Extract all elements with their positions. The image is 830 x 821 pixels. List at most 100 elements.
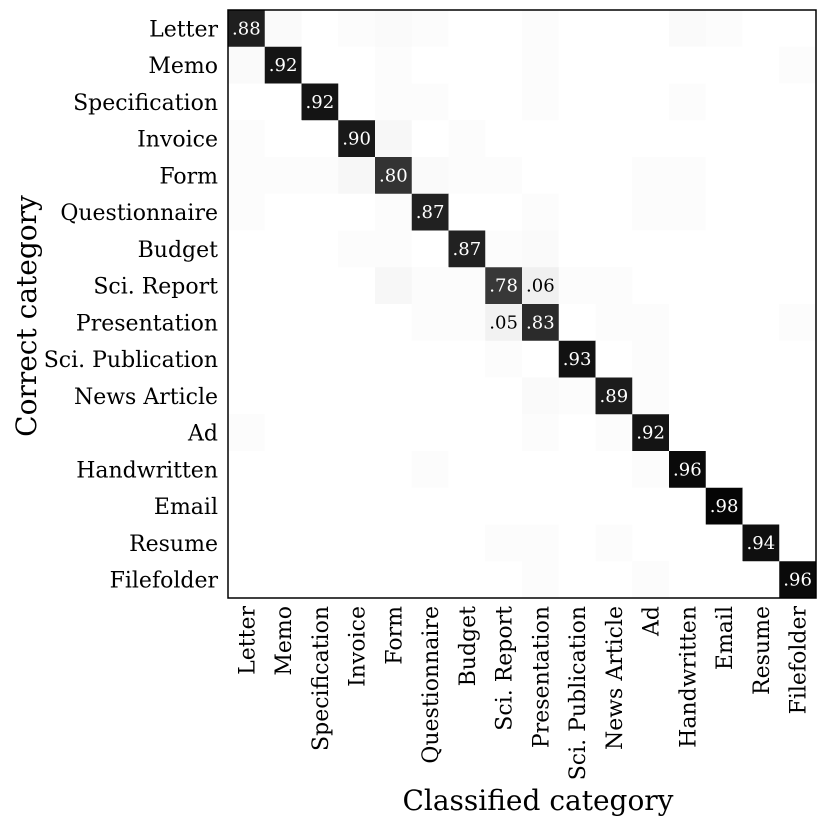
y-tick-label: Sci. Publication <box>44 348 218 373</box>
heatmap-cell <box>632 304 670 342</box>
heatmap-cell <box>448 267 486 305</box>
heatmap-cell <box>595 524 633 562</box>
heatmap-cell <box>705 487 743 525</box>
heatmap-cell <box>228 561 266 599</box>
cell-value-label: .88 <box>232 18 261 39</box>
y-tick-label: Filefolder <box>110 569 219 594</box>
heatmap-cell <box>228 340 266 378</box>
heatmap-cell <box>448 414 486 452</box>
heatmap-cell <box>558 451 596 489</box>
heatmap-cell <box>448 451 486 489</box>
heatmap-cell <box>742 157 780 195</box>
heatmap-cell <box>375 561 413 599</box>
y-tick-label: Sci. Report <box>93 275 218 300</box>
heatmap-cell <box>595 46 633 84</box>
heatmap-cell <box>558 120 596 158</box>
heatmap-cell <box>375 10 413 48</box>
heatmap-cell <box>264 340 302 378</box>
heatmap-cell <box>558 267 596 305</box>
heatmap-cell <box>558 377 596 415</box>
heatmap-cell <box>705 267 743 305</box>
heatmap-cell <box>595 10 633 48</box>
heatmap-cell <box>485 83 523 121</box>
heatmap-cell <box>228 157 266 195</box>
heatmap-cell <box>522 561 560 599</box>
heatmap-cell <box>595 377 633 415</box>
heatmap-cell <box>669 46 707 84</box>
heatmap-cell <box>522 340 560 378</box>
heatmap-cell <box>228 193 266 231</box>
heatmap-cell <box>301 120 339 158</box>
heatmap-cell <box>411 46 449 84</box>
heatmap-cell <box>632 414 670 452</box>
heatmap-cell <box>448 83 486 121</box>
heatmap-cell <box>595 83 633 121</box>
x-tick-label: Questionnaire <box>419 606 444 764</box>
heatmap-cell <box>669 120 707 158</box>
cell-value-label: .93 <box>563 349 592 370</box>
heatmap-cell <box>448 46 486 84</box>
heatmap-cell <box>485 414 523 452</box>
heatmap-cell <box>669 524 707 562</box>
heatmap-cell <box>411 193 449 231</box>
heatmap-cell <box>595 487 633 525</box>
heatmap-cell <box>632 230 670 268</box>
heatmap-cell <box>411 230 449 268</box>
heatmap-cell <box>522 414 560 452</box>
heatmap-cell <box>338 10 376 48</box>
heatmap-cell <box>595 340 633 378</box>
heatmap-cell <box>338 46 376 84</box>
x-tick-label: Email <box>713 606 738 670</box>
heatmap-cell <box>742 267 780 305</box>
heatmap-cell <box>264 524 302 562</box>
heatmap-cell <box>632 193 670 231</box>
y-tick-label: Letter <box>149 17 218 42</box>
heatmap-cell <box>522 193 560 231</box>
heatmap-cell <box>485 157 523 195</box>
heatmap-cell <box>301 230 339 268</box>
heatmap-cell <box>705 83 743 121</box>
heatmap-cell <box>228 10 266 48</box>
heatmap-cell <box>522 230 560 268</box>
heatmap-cell <box>522 304 560 342</box>
heatmap-cell <box>411 487 449 525</box>
heatmap-cell <box>779 83 817 121</box>
heatmap-cell <box>669 561 707 599</box>
heatmap-cell <box>448 230 486 268</box>
heatmap-cell <box>301 414 339 452</box>
heatmap-cell <box>632 267 670 305</box>
heatmap-cell <box>485 451 523 489</box>
x-tick-label: Letter <box>235 606 260 675</box>
heatmap-cell <box>375 451 413 489</box>
y-tick-label: News Article <box>74 385 218 410</box>
heatmap-cell <box>522 83 560 121</box>
heatmap-cell <box>411 340 449 378</box>
heatmap-cell <box>301 451 339 489</box>
heatmap-cell <box>375 46 413 84</box>
y-tick-label: Budget <box>138 238 219 263</box>
heatmap-cell <box>558 561 596 599</box>
heatmap-cell <box>595 267 633 305</box>
heatmap-cell <box>558 46 596 84</box>
heatmap-cell <box>705 451 743 489</box>
x-tick-label: Memo <box>272 606 297 676</box>
y-tick-label: Resume <box>129 532 218 557</box>
heatmap-cell <box>448 120 486 158</box>
heatmap-cell <box>779 157 817 195</box>
heatmap-cell <box>558 487 596 525</box>
heatmap-cell <box>411 267 449 305</box>
heatmap-cell <box>558 340 596 378</box>
heatmap-cell <box>742 230 780 268</box>
heatmap-cell <box>522 10 560 48</box>
heatmap-cell <box>264 157 302 195</box>
y-tick-label: Memo <box>148 54 218 79</box>
heatmap-cell <box>411 120 449 158</box>
x-tick-label: News Article <box>603 606 628 750</box>
y-tick-label: Specification <box>73 91 218 116</box>
heatmap-cell <box>742 46 780 84</box>
heatmap-cell <box>228 451 266 489</box>
heatmap-cell <box>779 377 817 415</box>
heatmap-cell <box>669 487 707 525</box>
heatmap-cell <box>632 83 670 121</box>
heatmap-cell <box>375 193 413 231</box>
